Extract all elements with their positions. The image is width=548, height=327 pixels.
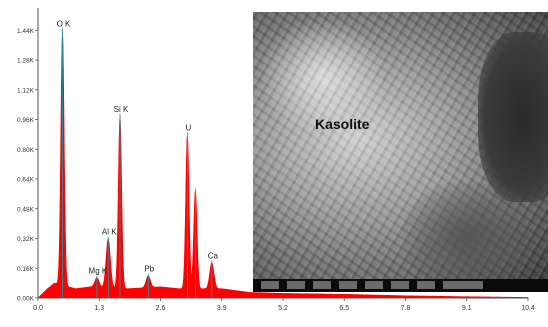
peak-label: Ca xyxy=(208,252,219,261)
sem-shadow xyxy=(403,182,533,292)
y-tick-label: 1.12K xyxy=(17,87,35,94)
peak-label: O K xyxy=(57,19,71,28)
x-tick-label: 7.8 xyxy=(401,305,411,312)
mineral-label: Kasolite xyxy=(315,116,370,132)
x-tick-label: 1.3 xyxy=(94,305,104,312)
peak-label: Si K xyxy=(114,105,129,114)
x-tick-label: 2.6 xyxy=(156,305,166,312)
peak-label: Mg K xyxy=(89,267,108,276)
x-tick-label: 10.4 xyxy=(521,305,535,312)
y-tick-label: 0.48K xyxy=(17,206,35,213)
y-tick-label: 0.80K xyxy=(17,147,35,154)
peak-label: U xyxy=(185,123,191,132)
sem-micrograph-inset: Kasolite xyxy=(253,12,548,292)
peak-label: Al K xyxy=(102,228,117,237)
y-tick-label: 1.44K xyxy=(17,28,35,35)
y-tick-label: 0.16K xyxy=(17,266,35,273)
y-tick-label: 0.64K xyxy=(17,177,35,184)
y-tick-label: 1.28K xyxy=(17,58,35,65)
x-tick-label: 6.5 xyxy=(339,305,349,312)
x-tick-label: 9.1 xyxy=(462,305,472,312)
sem-shadow xyxy=(478,32,548,202)
y-tick-label: 0.32K xyxy=(17,236,35,243)
y-tick-label: 0.00K xyxy=(17,296,35,303)
sem-texture xyxy=(263,22,383,132)
x-tick-label: 3.9 xyxy=(217,305,227,312)
sem-info-bar xyxy=(253,279,548,292)
y-tick-label: 0.96K xyxy=(17,117,35,124)
peak-label: Pb xyxy=(144,265,154,274)
x-tick-label: 5.2 xyxy=(278,305,288,312)
x-tick-label: 0.0 xyxy=(33,305,43,312)
